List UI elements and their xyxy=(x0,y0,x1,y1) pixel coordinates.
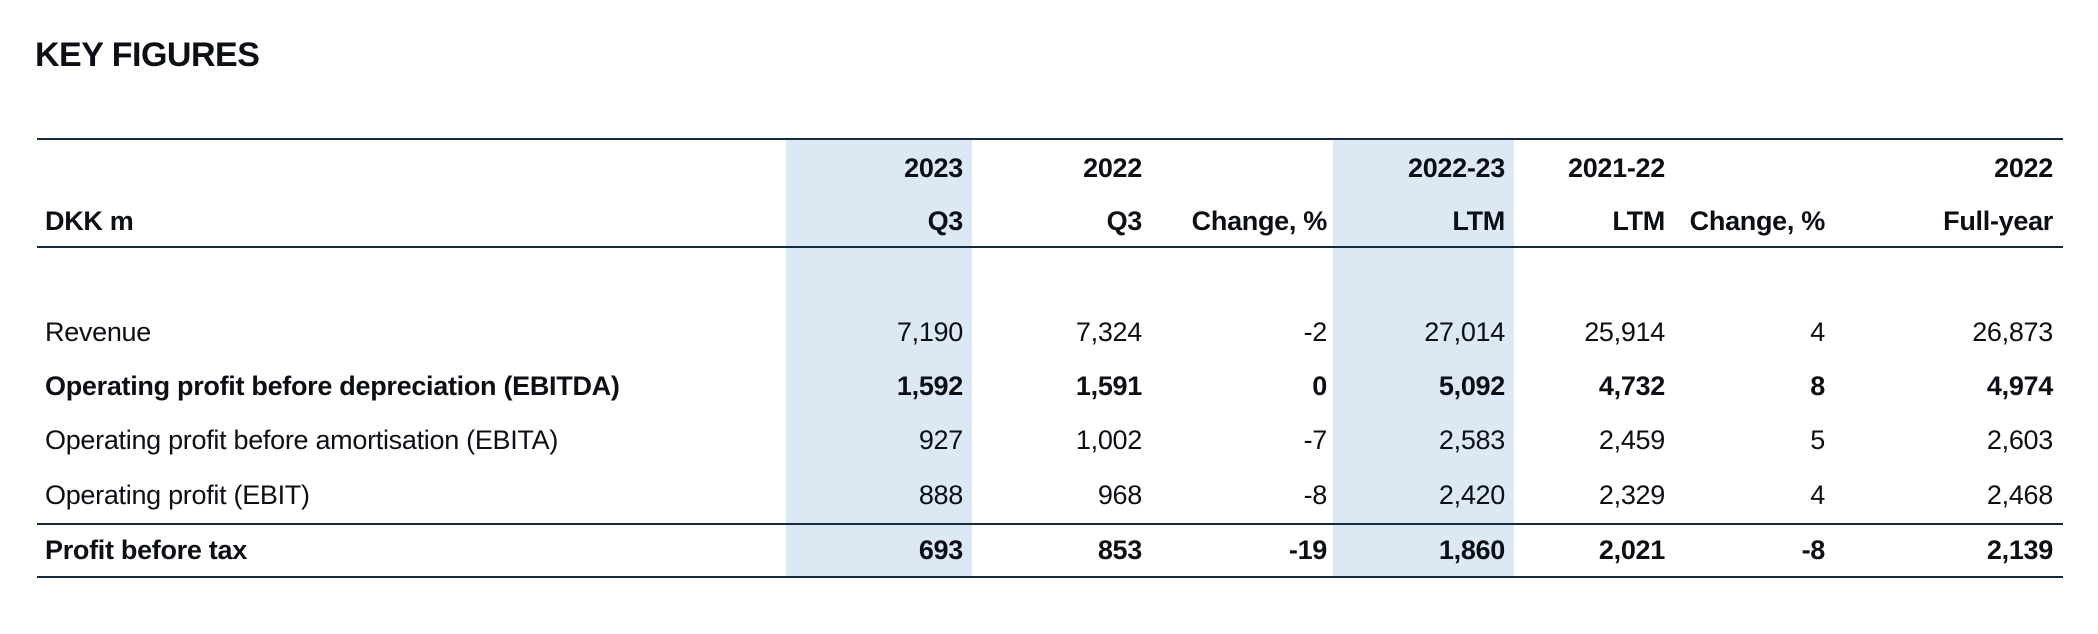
period-header-row: DKK m Q3 Q3 Change, % LTM LTM Change, % … xyxy=(37,197,2063,248)
table-row-ebitda: Operating profit before depreciation (EB… xyxy=(37,359,2063,413)
value-cell: 968 xyxy=(972,467,1148,525)
value-cell: 0 xyxy=(1312,370,1327,401)
value-cell: 2,420 xyxy=(1333,467,1514,525)
row-label: Operating profit (EBIT) xyxy=(37,467,786,525)
value-cell: 4,732 xyxy=(1598,370,1665,401)
year-header-spacer xyxy=(37,139,786,197)
page-title: KEY FIGURES xyxy=(35,36,260,74)
value-cell: 7,190 xyxy=(786,305,972,359)
year-header-row: 2023 2022 2022-23 2021-22 2022 xyxy=(37,139,2063,197)
value-cell: 5 xyxy=(1810,424,1825,455)
value-cell: 2,329 xyxy=(1514,467,1671,525)
unit-label: DKK m xyxy=(37,197,786,248)
value-cell: 2,583 xyxy=(1333,413,1514,467)
row-label: Profit before tax xyxy=(45,535,247,565)
table-row-profit-before-tax: Profit before tax 693 853 -19 1,860 2,02… xyxy=(37,524,2063,577)
row-label: Operating profit before amortisation (EB… xyxy=(45,424,559,455)
table-row-ebita: Operating profit before amortisation (EB… xyxy=(37,413,2063,467)
spacer-cell xyxy=(1831,247,2063,305)
spacer-cell xyxy=(1514,247,1671,305)
period-header-change-q3: Change, % xyxy=(1148,197,1333,248)
value-cell: 2,468 xyxy=(1831,467,2063,525)
value-cell: 888 xyxy=(786,467,972,525)
spacer-cell xyxy=(972,247,1148,305)
year-header-2022-23: 2022-23 xyxy=(1333,139,1514,197)
value-cell: -7 xyxy=(1303,424,1328,455)
year-header-2021-22: 2021-22 xyxy=(1568,153,1665,183)
key-figures-table: 2023 2022 2022-23 2021-22 2022 DKK m Q3 … xyxy=(37,138,2063,578)
spacer-cell xyxy=(1333,247,1514,305)
value-cell: 853 xyxy=(1097,535,1142,565)
value-cell: -8 xyxy=(1801,535,1826,565)
period-header-full-year: Full-year xyxy=(1831,197,2063,248)
value-cell: -2 xyxy=(1303,316,1328,347)
year-header-2022: 2022 xyxy=(1083,153,1142,183)
value-cell: 25,914 xyxy=(1584,316,1665,347)
spacer-cell xyxy=(1148,247,1333,305)
value-cell: 693 xyxy=(786,524,972,577)
value-cell: 1,002 xyxy=(1075,424,1142,455)
year-header-blank-1 xyxy=(1148,139,1333,197)
value-cell: 27,014 xyxy=(1333,305,1514,359)
value-cell: 1,592 xyxy=(786,359,972,413)
value-cell: 26,873 xyxy=(1972,316,2053,347)
year-header-2023: 2023 xyxy=(786,139,972,197)
value-cell: 4 xyxy=(1671,467,1831,525)
value-cell: 7,324 xyxy=(1075,316,1142,347)
value-cell: 2,021 xyxy=(1598,535,1665,565)
year-header-blank-2 xyxy=(1671,139,1831,197)
year-header-2022-fy: 2022 xyxy=(1994,153,2053,183)
value-cell: 5,092 xyxy=(1333,359,1514,413)
row-label: Operating profit before depreciation (EB… xyxy=(45,370,620,401)
value-cell: 2,603 xyxy=(1986,424,2053,455)
period-header-q3-2023: Q3 xyxy=(786,197,972,248)
value-cell: 927 xyxy=(786,413,972,467)
value-cell: -8 xyxy=(1148,467,1333,525)
value-cell: 2,139 xyxy=(1986,535,2053,565)
spacer-cell xyxy=(1671,247,1831,305)
value-cell: 4 xyxy=(1810,316,1825,347)
table-row-ebit: Operating profit (EBIT) 888 968 -8 2,420… xyxy=(37,467,2063,525)
spacer-cell xyxy=(37,247,786,305)
spacer-cell xyxy=(786,247,972,305)
period-header-ltm-2021-22: LTM xyxy=(1514,197,1671,248)
period-header-change-ltm: Change, % xyxy=(1671,197,1831,248)
value-cell: 4,974 xyxy=(1986,370,2053,401)
value-cell: 2,459 xyxy=(1598,424,1665,455)
value-cell: 1,860 xyxy=(1333,524,1514,577)
value-cell: 8 xyxy=(1810,370,1825,401)
row-label: Revenue xyxy=(45,316,151,347)
spacer-row xyxy=(37,247,2063,305)
period-header-ltm-2022-23: LTM xyxy=(1333,197,1514,248)
table-row-revenue: Revenue 7,190 7,324 -2 27,014 25,914 4 2… xyxy=(37,305,2063,359)
value-cell: -19 xyxy=(1288,535,1327,565)
value-cell: 1,591 xyxy=(1075,370,1142,401)
period-header-q3-2022: Q3 xyxy=(972,197,1148,248)
